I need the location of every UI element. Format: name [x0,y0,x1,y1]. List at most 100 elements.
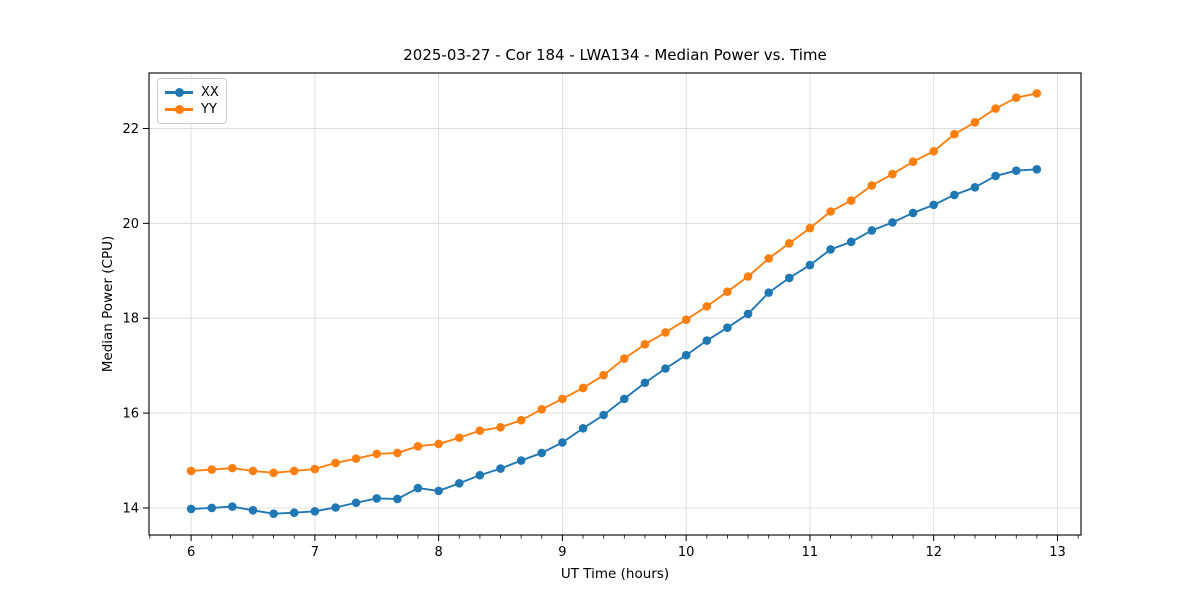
data-point [351,454,361,463]
data-point [619,354,629,363]
data-point [764,288,774,297]
y-tick-label: 22 [122,122,139,137]
data-point [846,196,856,205]
data-point [393,494,402,504]
x-tick-label: 11 [802,545,819,560]
yy-line-sample-icon [165,105,193,114]
data-point [743,309,753,319]
data-point [207,465,217,474]
data-point [950,190,959,200]
data-point [640,340,650,349]
data-point [908,208,918,218]
x-tick-label: 7 [311,545,319,560]
data-point [393,448,402,458]
data-point [475,470,485,480]
data-point [186,504,196,514]
data-point [888,218,897,227]
data-point [454,478,464,488]
y-tick-label: 20 [122,217,139,232]
data-point [888,169,897,179]
data-point [784,273,794,283]
data-point [516,456,526,465]
data-point [661,364,670,373]
legend: XX YY [157,78,227,124]
data-point [434,439,443,449]
data-point [599,370,608,380]
data-point [1032,164,1042,174]
data-point [558,394,567,404]
data-point [970,118,980,127]
legend-label-yy: YY [201,102,217,117]
data-point [351,498,361,508]
data-point [908,157,918,167]
data-point [1011,166,1021,176]
data-point [702,302,712,311]
legend-label-xx: XX [201,85,219,100]
axes-spines [148,72,1082,536]
legend-item-yy: YY [165,101,220,118]
data-point [826,207,835,216]
data-point [805,223,815,233]
data-point [826,245,835,254]
data-point [991,104,1000,113]
x-tick-label: 9 [558,545,566,560]
data-point [558,438,567,447]
data-point [970,183,980,192]
chart-title: 2025-03-27 - Cor 184 - LWA134 - Median P… [403,46,827,64]
y-axis-label: Median Power (CPU) [100,236,116,372]
data-point [331,458,340,468]
data-point [269,509,278,518]
data-point [681,315,691,324]
data-point [537,448,547,458]
x-tick-label: 10 [678,545,695,560]
series-xx [186,164,1042,518]
data-point [227,463,237,473]
x-tick-label: 12 [925,545,942,560]
data-point [207,503,217,513]
data-point [991,171,1000,181]
data-point [413,441,423,451]
data-point [496,423,505,432]
data-point [372,449,382,459]
data-point [289,466,299,476]
data-point [702,336,712,345]
data-point [186,466,196,476]
data-point [310,464,320,474]
data-point [289,508,299,518]
data-point [743,272,753,281]
data-point [929,200,939,210]
data-point [661,328,670,337]
y-tick-label: 16 [122,407,139,422]
data-point [496,464,505,473]
y-tick-label: 18 [122,312,139,327]
x-tick-label: 6 [187,545,195,560]
x-axis-label: UT Time (hours) [561,566,669,582]
data-point [619,394,629,404]
data-point [723,323,732,333]
gridlines [149,73,1081,535]
series-line [190,168,1038,515]
x-tick-label: 13 [1049,545,1066,560]
data-point [310,506,320,516]
data-point [248,466,258,476]
data-point [599,410,608,420]
data-point [1032,89,1042,98]
legend-item-xx: XX [165,84,220,101]
data-point [867,181,877,190]
data-point [475,426,485,435]
data-point [846,237,856,247]
data-point [578,383,588,393]
data-point [784,238,794,248]
data-point [454,433,464,443]
xx-marker-icon [174,88,184,97]
data-point [248,506,258,515]
data-series [186,89,1042,518]
data-point [331,503,340,512]
data-point [867,226,877,235]
data-point [764,254,774,263]
data-point [372,494,382,503]
xx-line-sample-icon [165,88,193,97]
series-yy [186,89,1042,478]
